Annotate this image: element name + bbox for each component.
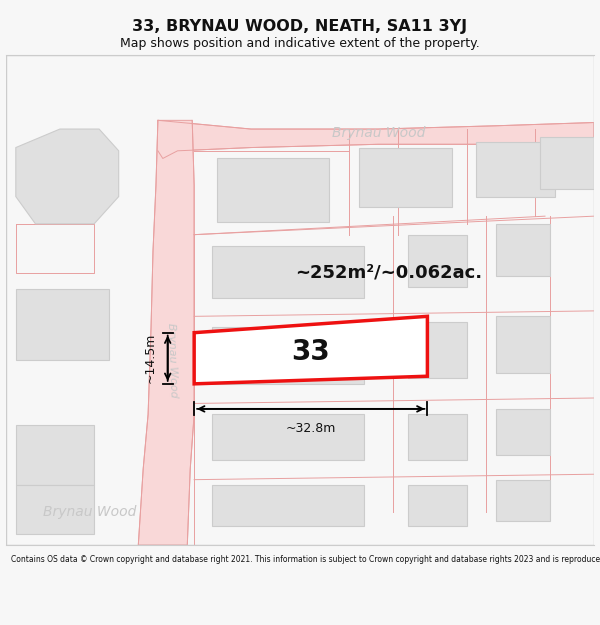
Bar bbox=[212, 485, 364, 526]
Bar bbox=[212, 328, 364, 384]
Bar bbox=[408, 485, 467, 526]
Text: 33: 33 bbox=[292, 338, 330, 366]
Bar bbox=[359, 148, 452, 208]
Bar bbox=[212, 246, 364, 298]
Text: ~32.8m: ~32.8m bbox=[286, 422, 336, 435]
Bar bbox=[496, 316, 550, 373]
Text: ~252m²/~0.062ac.: ~252m²/~0.062ac. bbox=[295, 264, 482, 282]
Bar bbox=[476, 142, 555, 196]
Bar bbox=[217, 159, 329, 222]
Bar bbox=[16, 485, 94, 534]
Bar bbox=[16, 289, 109, 360]
Polygon shape bbox=[158, 121, 594, 159]
Text: Contains OS data © Crown copyright and database right 2021. This information is : Contains OS data © Crown copyright and d… bbox=[11, 555, 600, 564]
Text: Brynau Wood: Brynau Wood bbox=[43, 506, 136, 519]
Text: ~14.5m: ~14.5m bbox=[143, 333, 157, 384]
Bar bbox=[496, 224, 550, 276]
Bar bbox=[540, 137, 594, 189]
Polygon shape bbox=[16, 129, 119, 224]
Text: Brynau Wood: Brynau Wood bbox=[332, 126, 425, 141]
Bar bbox=[16, 425, 94, 485]
Polygon shape bbox=[139, 121, 194, 545]
Bar bbox=[496, 479, 550, 521]
Bar bbox=[496, 409, 550, 454]
Bar bbox=[408, 322, 467, 378]
Bar bbox=[212, 414, 364, 460]
Text: 33, BRYNAU WOOD, NEATH, SA11 3YJ: 33, BRYNAU WOOD, NEATH, SA11 3YJ bbox=[133, 19, 467, 34]
Bar bbox=[408, 414, 467, 460]
Bar bbox=[408, 234, 467, 287]
Polygon shape bbox=[194, 316, 427, 384]
Text: Map shows position and indicative extent of the property.: Map shows position and indicative extent… bbox=[120, 38, 480, 50]
Text: Brynau Wood: Brynau Wood bbox=[166, 322, 179, 398]
